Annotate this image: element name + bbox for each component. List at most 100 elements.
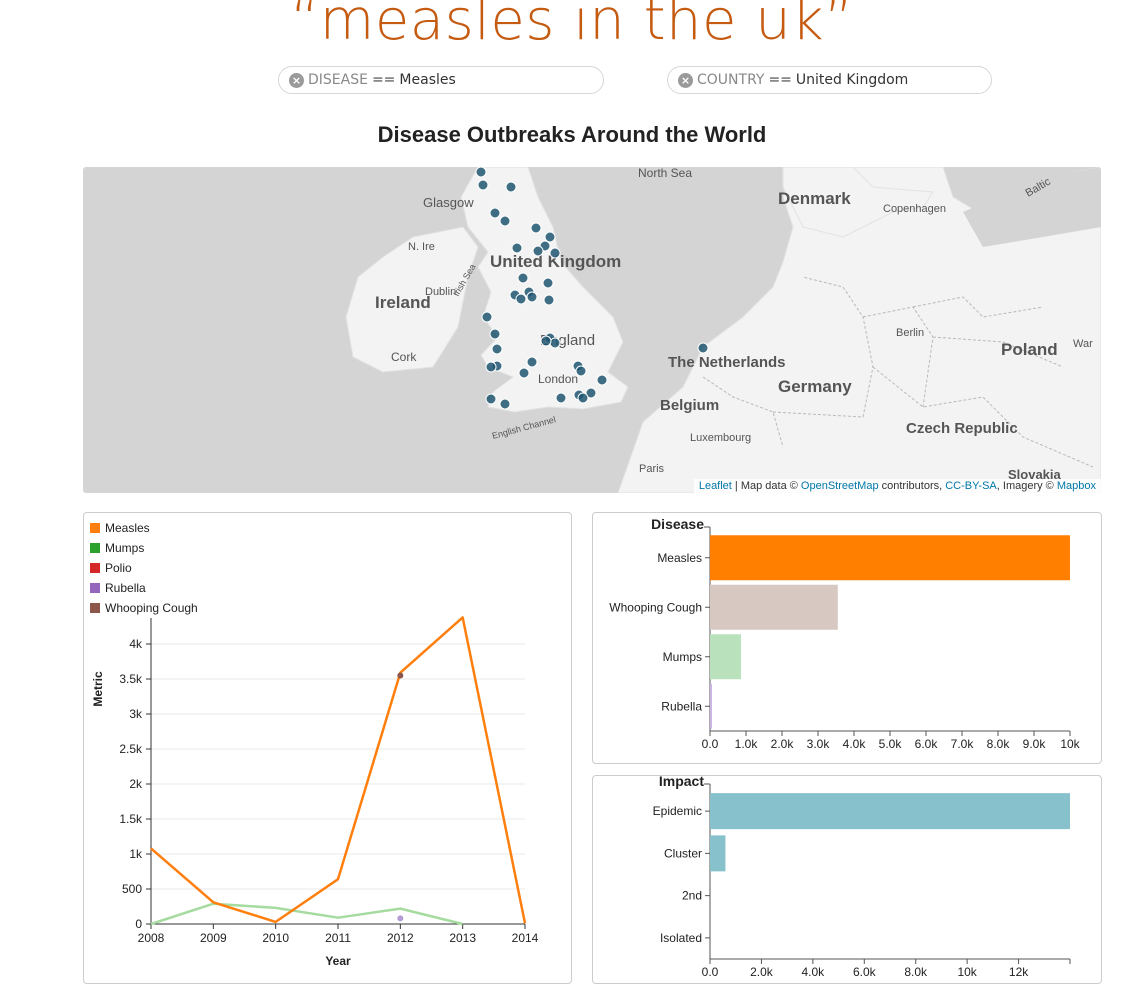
map-label-belgium: Belgium: [660, 397, 719, 414]
outbreak-marker[interactable]: [518, 367, 530, 379]
mapbox-link[interactable]: Mapbox: [1056, 480, 1096, 492]
outbreak-marker[interactable]: [526, 291, 538, 303]
outbreak-marker[interactable]: [489, 207, 501, 219]
legend-item-mumps[interactable]: Mumps: [90, 538, 198, 558]
outbreak-marker[interactable]: [585, 387, 597, 399]
outbreak-marker[interactable]: [485, 361, 497, 373]
outbreak-marker[interactable]: [532, 245, 544, 257]
outbreak-marker[interactable]: [499, 398, 511, 410]
outbreak-marker[interactable]: [517, 272, 529, 284]
filter-operator: ==: [371, 72, 396, 88]
outbreak-marker[interactable]: [477, 179, 489, 191]
outbreak-marker[interactable]: [481, 311, 493, 323]
map-label-united-kingdom: United Kingdom: [490, 252, 621, 271]
x-tick-label: 2013: [449, 931, 476, 945]
osm-link[interactable]: OpenStreetMap: [800, 480, 879, 492]
outbreak-marker[interactable]: [526, 356, 538, 368]
x-axis-label: Year: [325, 954, 351, 968]
bar-chart-title: Impact: [659, 776, 704, 789]
map-label-denmark: Denmark: [778, 189, 851, 208]
x-tick-label: 3.0k: [807, 737, 831, 751]
bar-rubella[interactable]: [710, 683, 712, 729]
map-label-slovakia: Slovakia: [1008, 467, 1062, 482]
legend-item-polio[interactable]: Polio: [90, 558, 198, 578]
series-point-rubella[interactable]: [397, 915, 404, 922]
y-tick-label: 2.5k: [119, 742, 143, 756]
outbreak-marker[interactable]: [549, 337, 561, 349]
x-tick-label: 5.0k: [879, 737, 903, 751]
impact-bar-chart: Impact Epidemic Cluster 2nd Isolated 0.0 2.0k 4…: [653, 776, 1071, 979]
x-tick-label: 4.0k: [802, 965, 826, 979]
outbreak-marker[interactable]: [475, 167, 487, 178]
map-attribution: Leaflet | Map data © OpenStreetMap contr…: [693, 479, 1101, 493]
x-tick-label: 2008: [138, 931, 165, 945]
outbreak-marker[interactable]: [505, 181, 517, 193]
outbreak-markers[interactable]: [475, 167, 709, 410]
leaflet-link[interactable]: Leaflet: [698, 480, 732, 492]
filter-pill-disease[interactable]: × DISEASE == Measles: [278, 66, 604, 94]
filter-key: COUNTRY: [697, 72, 765, 88]
attribution-text: , Imagery ©: [996, 480, 1057, 492]
disease-bar-panel: Disease Measles Whooping Cough Mumps Rubella…: [592, 512, 1102, 764]
bar-mumps[interactable]: [710, 634, 741, 680]
outbreak-marker[interactable]: [577, 392, 589, 404]
outbreak-marker[interactable]: [544, 231, 556, 243]
map-label-north-sea: North Sea: [638, 167, 692, 180]
x-tick-label: 10k: [957, 965, 977, 979]
x-tick-label: 4.0k: [843, 737, 867, 751]
legend-item-measles[interactable]: Measles: [90, 518, 198, 538]
outbreak-marker[interactable]: [596, 374, 608, 386]
land-ireland: [345, 226, 479, 373]
x-tick-label: 7.0k: [951, 737, 975, 751]
filter-pill-country[interactable]: × COUNTRY == United Kingdom: [667, 66, 992, 94]
outbreak-marker[interactable]: [549, 247, 561, 259]
x-tick-label: 2009: [200, 931, 227, 945]
outbreak-marker[interactable]: [540, 335, 552, 347]
dashboard-title: Disease Outbreaks Around the World: [377, 122, 767, 147]
outbreak-marker[interactable]: [491, 343, 503, 355]
outbreak-marker[interactable]: [485, 393, 497, 405]
remove-filter-icon[interactable]: ×: [289, 72, 304, 88]
sea-baltic: [963, 167, 1101, 247]
land-great-britain: [460, 167, 629, 413]
outbreak-marker[interactable]: [511, 242, 523, 254]
outbreak-marker[interactable]: [499, 215, 511, 227]
series-line-mumps[interactable]: [150, 902, 463, 926]
map-label-n-ire: N. Ire: [408, 241, 435, 253]
map-label-paris: Paris: [639, 463, 665, 475]
remove-filter-icon[interactable]: ×: [678, 72, 693, 88]
x-tick-label: 2.0k: [750, 965, 774, 979]
series-line-measles[interactable]: [150, 616, 527, 924]
legend-item-rubella[interactable]: Rubella: [90, 578, 198, 598]
outbreak-marker[interactable]: [530, 222, 542, 234]
outbreak-map[interactable]: North Sea Denmark Copenhagen Baltic Glas…: [83, 167, 1101, 493]
bar-epidemic[interactable]: [710, 793, 1070, 830]
y-axis-label: Metric: [91, 671, 105, 707]
series-point-whooping-cough[interactable]: [397, 672, 404, 679]
outbreak-marker[interactable]: [515, 293, 527, 305]
bar-measles[interactable]: [710, 535, 1070, 581]
map-label-english-channel: English Channel: [491, 414, 557, 441]
bar-whooping-cough[interactable]: [710, 584, 838, 630]
outbreak-marker[interactable]: [575, 365, 587, 377]
legend-swatch: [90, 603, 100, 613]
map-label-glasgow: Glasgow: [423, 195, 474, 210]
filter-value: Measles: [399, 72, 456, 88]
map-label-czech-republic: Czech Republic: [906, 420, 1018, 437]
outbreak-marker[interactable]: [542, 277, 554, 289]
x-tick-label: 0.0: [702, 965, 719, 979]
outbreak-marker[interactable]: [489, 328, 501, 340]
bar-cluster[interactable]: [710, 835, 726, 872]
x-tick-label: 8.0k: [987, 737, 1011, 751]
map-canvas[interactable]: North Sea Denmark Copenhagen Baltic Glas…: [83, 167, 1101, 493]
map-label-london: London: [538, 372, 578, 386]
map-label-cork: Cork: [391, 350, 417, 364]
outbreak-marker[interactable]: [697, 342, 709, 354]
license-link[interactable]: CC-BY-SA: [945, 480, 997, 492]
outbreak-marker[interactable]: [555, 392, 567, 404]
legend-swatch: [90, 583, 100, 593]
outbreak-marker[interactable]: [543, 294, 555, 306]
x-tick-label: 1.0k: [735, 737, 759, 751]
country-borders: [702, 276, 1094, 468]
legend-item-whooping-cough[interactable]: Whooping Cough: [90, 598, 198, 618]
